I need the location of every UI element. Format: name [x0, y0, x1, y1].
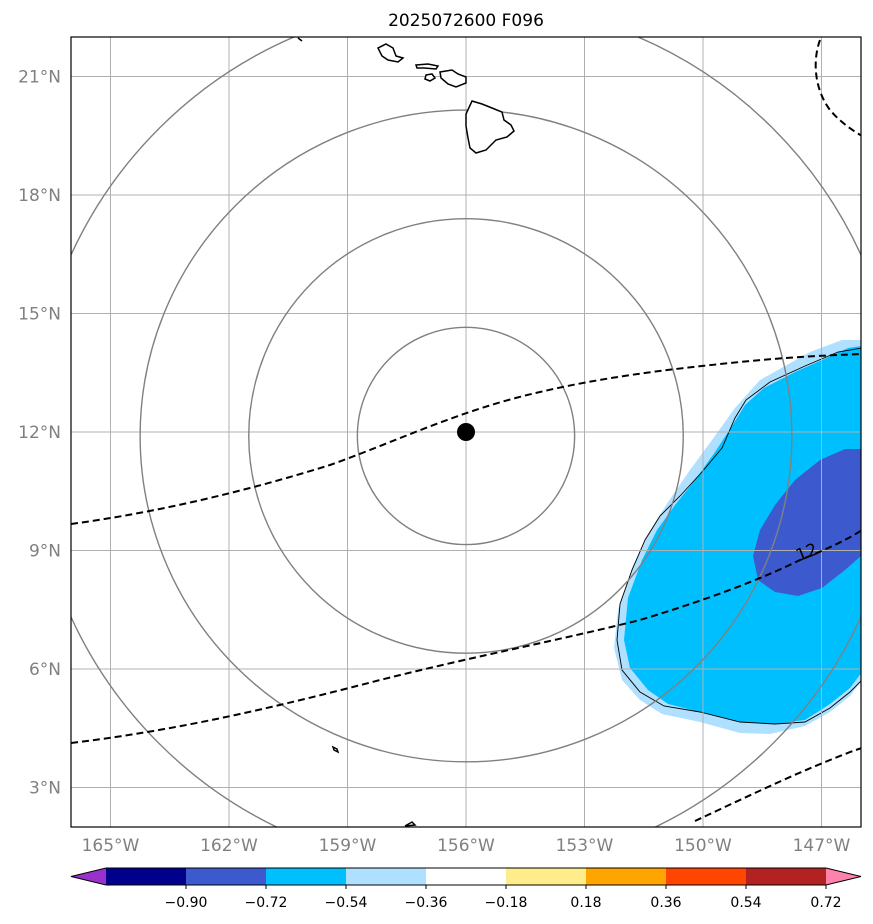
range-rings: [71, 37, 861, 827]
storm-center-marker: [457, 423, 475, 441]
colorbar-extend-max: [826, 868, 861, 885]
atoll-south: [404, 821, 417, 827]
colorbar-label: −0.72: [245, 895, 288, 911]
island-oahu: [414, 63, 440, 70]
colorbar-label: −0.90: [165, 895, 208, 911]
colorbar-segment: [266, 868, 347, 885]
colorbar-segment: [506, 868, 587, 885]
atoll-southwest: [331, 745, 340, 754]
anomaly-region-royal-blue: [753, 449, 861, 596]
colorbar-segment: [666, 868, 747, 885]
contour-line-south: [694, 747, 861, 822]
island-maui: [439, 69, 467, 88]
anomaly-region-sky-blue: [624, 346, 861, 724]
contour-line-north: [71, 353, 861, 525]
lon-tick-label: 165°W: [82, 836, 140, 856]
colorbar-label: 0.36: [650, 895, 681, 911]
contour-line-northeast: [814, 39, 861, 137]
range-ring: [356, 326, 576, 546]
lat-tick-label: 6°N: [29, 660, 61, 680]
dashed-contours: [71, 39, 861, 822]
range-ring: [139, 109, 793, 763]
coastlines: [297, 37, 515, 827]
lat-tick-label: 21°N: [18, 68, 61, 88]
map-title: 2025072600 F096: [388, 11, 544, 31]
island-molokai: [424, 73, 437, 82]
colorbar-label: 0.72: [810, 895, 841, 911]
colorbar-extend-min: [71, 868, 106, 885]
colorbar-outline: [70, 867, 862, 886]
colorbar-label: −0.18: [485, 895, 528, 911]
colorbar-segment: [746, 868, 827, 885]
lat-tick-label: 12°N: [18, 423, 61, 443]
latitude-ticks: 21°N 18°N 15°N 12°N 9°N 6°N 3°N: [18, 68, 61, 799]
lat-tick-label: 18°N: [18, 186, 61, 206]
anomaly-outline: [616, 347, 861, 725]
coast-top-edge: [297, 37, 303, 42]
colorbar-label: −0.54: [325, 895, 368, 911]
island-hawaii: [465, 100, 515, 154]
lat-tick-label: 9°N: [29, 542, 61, 562]
colorbar-label: 0.18: [570, 895, 601, 911]
colorbar-segment: [186, 868, 267, 885]
contour-line-middle: [71, 529, 861, 744]
gridlines: [71, 37, 861, 827]
colorbar-segment: [106, 868, 187, 885]
lon-tick-label: 153°W: [556, 836, 614, 856]
lon-tick-label: 147°W: [793, 836, 851, 856]
lon-tick-label: 156°W: [437, 836, 495, 856]
longitude-ticks: 165°W 162°W 159°W 156°W 153°W 150°W 147°W: [82, 836, 851, 856]
colorbar-label: 0.54: [730, 895, 761, 911]
lon-tick-label: 159°W: [319, 836, 377, 856]
anomaly-shading: [614, 340, 861, 734]
colorbar: −0.90 −0.72 −0.54 −0.36 −0.18 0.18 0.36 0.54 0.7…: [70, 867, 862, 911]
colorbar-segment: [346, 868, 427, 885]
map-frame: [70, 36, 862, 828]
colorbar-label: −0.36: [405, 895, 448, 911]
lon-tick-label: 162°W: [200, 836, 258, 856]
range-ring: [248, 218, 684, 654]
lat-tick-label: 3°N: [29, 779, 61, 799]
lon-tick-label: 150°W: [674, 836, 732, 856]
island-kauai: [376, 43, 405, 63]
colorbar-segment: [586, 868, 667, 885]
lat-tick-label: 15°N: [18, 305, 61, 325]
map-panel: 12: [70, 36, 862, 828]
colorbar-segment: [426, 868, 507, 885]
